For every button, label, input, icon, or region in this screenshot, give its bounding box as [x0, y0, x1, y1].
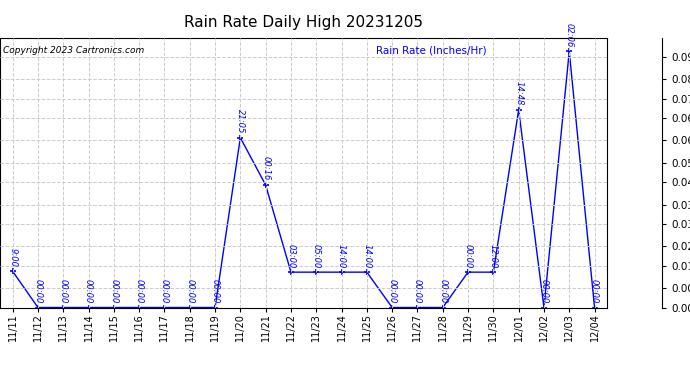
Text: 00:00: 00:00 [185, 279, 195, 303]
Text: 21:05: 21:05 [236, 109, 245, 134]
Text: Copyright 2023 Cartronics.com: Copyright 2023 Cartronics.com [3, 46, 144, 55]
Text: 03:00: 03:00 [286, 244, 295, 268]
Text: 14:48: 14:48 [514, 81, 523, 106]
Text: Rain Rate Daily High 20231205: Rain Rate Daily High 20231205 [184, 15, 423, 30]
Text: 00:00: 00:00 [33, 279, 43, 303]
Text: 00:00: 00:00 [160, 279, 169, 303]
Text: 00:00: 00:00 [210, 279, 219, 303]
Text: 12:00: 12:00 [489, 244, 498, 268]
Text: 00:00: 00:00 [135, 279, 144, 303]
Text: 00:00: 00:00 [84, 279, 93, 303]
Text: 14:00: 14:00 [362, 244, 371, 268]
Text: 00:00: 00:00 [464, 244, 473, 268]
Text: 9:00: 9:00 [8, 248, 17, 267]
Text: Rain Rate (Inches/Hr): Rain Rate (Inches/Hr) [377, 46, 487, 56]
Text: 14:00: 14:00 [337, 244, 346, 268]
Text: 00:00: 00:00 [540, 279, 549, 303]
Text: 00:16: 00:16 [261, 156, 270, 181]
Text: 02:06: 02:06 [564, 23, 574, 47]
Text: 00:00: 00:00 [438, 279, 447, 303]
Text: 05:00: 05:00 [312, 244, 321, 268]
Text: 00:00: 00:00 [388, 279, 397, 303]
Text: 00:00: 00:00 [413, 279, 422, 303]
Text: 00:00: 00:00 [59, 279, 68, 303]
Text: 00:00: 00:00 [590, 279, 599, 303]
Text: 00:00: 00:00 [109, 279, 119, 303]
